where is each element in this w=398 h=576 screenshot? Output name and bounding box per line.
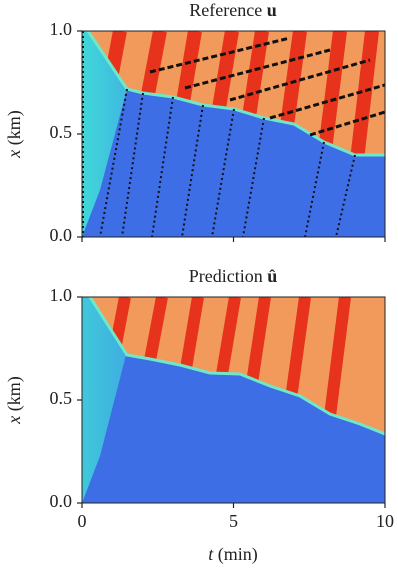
y-tick-label: 1.0 — [50, 19, 73, 39]
y-tick-label: 0.5 — [50, 122, 73, 142]
heatmap-bottom — [82, 297, 385, 503]
y-tick-label: 1.0 — [50, 285, 73, 305]
y-tick-label: 0.0 — [50, 225, 73, 245]
panel-title: Reference u — [189, 0, 276, 20]
heatmap-top — [82, 31, 385, 237]
x-tick-label: 0 — [78, 511, 87, 531]
panel-title: Prediction û — [189, 266, 278, 286]
y-label: x (km) — [4, 110, 25, 159]
y-tick-label: 0.5 — [50, 388, 73, 408]
x-tick-label: 10 — [376, 511, 394, 531]
x-tick-label: 5 — [229, 511, 238, 531]
x-label: t (min) — [208, 544, 258, 565]
y-label: x (km) — [4, 376, 25, 425]
y-tick-label: 0.0 — [50, 491, 73, 511]
